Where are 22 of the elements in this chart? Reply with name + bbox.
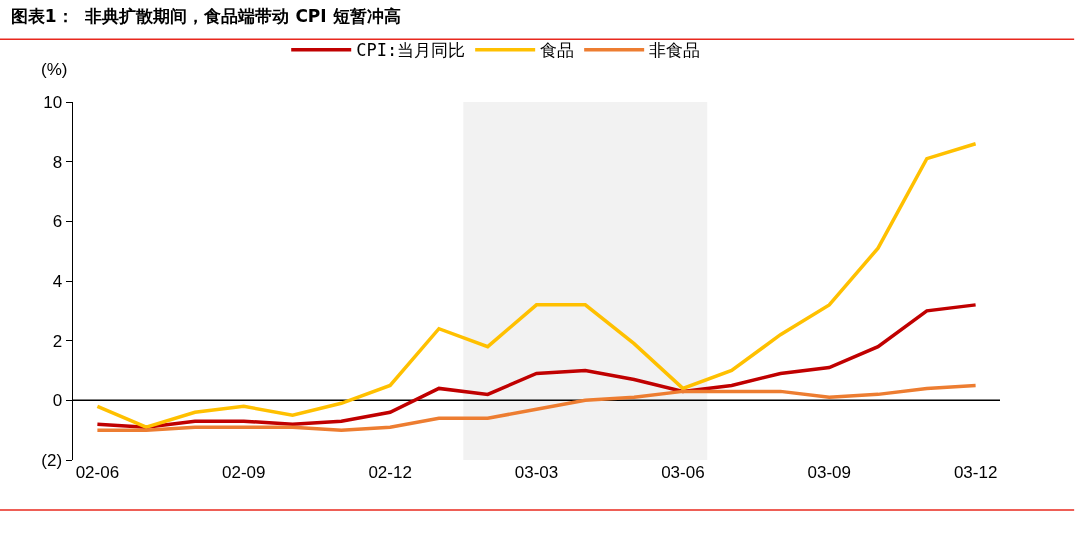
x-tick-label: 03-12 [953, 463, 998, 482]
y-axis-title: (%) [41, 60, 68, 79]
y-tick-label: (2) [41, 450, 63, 470]
y-tick-label: 2 [52, 331, 63, 351]
y-tick-label: 8 [52, 152, 63, 172]
x-tick-label: 03-06 [661, 463, 705, 482]
y-tick-label: 4 [52, 271, 63, 291]
line-series [95, 303, 978, 429]
x-tick-label: 02-09 [222, 463, 266, 482]
x-tick-label: 02-06 [75, 463, 120, 482]
x-tick-label: 03-09 [807, 463, 851, 482]
legend-label: 食品 [540, 40, 575, 61]
x-tick-label: 03-03 [514, 463, 559, 482]
legend-label: CPI:当月同比 [356, 40, 466, 61]
line-series [95, 142, 978, 429]
y-tick-label: 6 [52, 212, 63, 232]
y-tick-label: 0 [52, 391, 63, 411]
x-tick-label: 02-12 [368, 463, 412, 482]
line-series [95, 383, 978, 432]
chart-title: 图表1： 非典扩散期间，食品端带动 CPI 短暂冲高 [10, 6, 401, 27]
legend-label: 非食品 [649, 40, 701, 61]
y-tick-label: 10 [43, 92, 63, 112]
